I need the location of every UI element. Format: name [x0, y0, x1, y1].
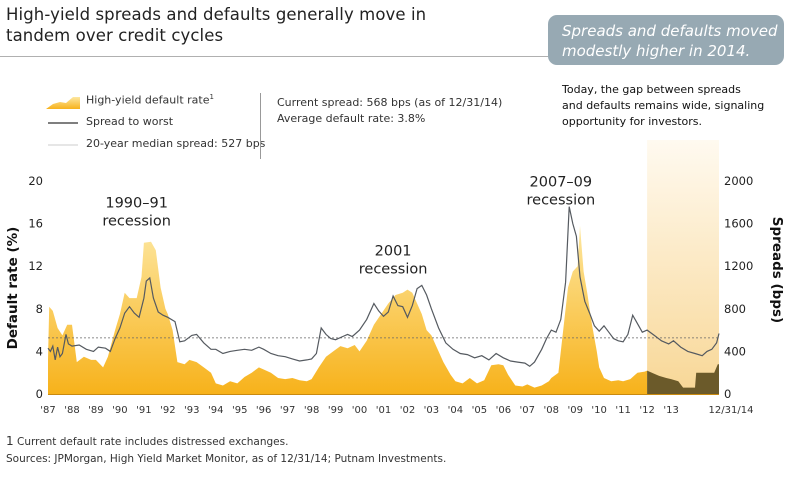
- x-tick-label: '03: [424, 405, 439, 416]
- footnote-text: Current default rate includes distressed…: [16, 436, 289, 448]
- sources-text: Sources: JPMorgan, High Yield Market Mon…: [6, 453, 447, 465]
- callout-headline-line-2: modestly higher in 2014.: [562, 42, 751, 60]
- average-default-text: Average default rate: 3.8%: [277, 112, 426, 125]
- y-left-tick-label: 20: [28, 174, 43, 188]
- x-tick-label: '11: [615, 405, 630, 416]
- recession-annotation: 2001 recession: [359, 244, 428, 278]
- x-tick-label: '06: [496, 405, 511, 416]
- x-tick-label: '09: [567, 405, 582, 416]
- callout-note: Today, the gap between spreads and defau…: [562, 82, 792, 130]
- median-line-swatch-icon: [48, 144, 78, 146]
- y-left-tick-label: 4: [36, 344, 43, 358]
- x-tick-label: '93: [184, 405, 199, 416]
- footnote-1: 1 Current default rate includes distress…: [6, 433, 446, 451]
- x-tick-label: '01: [376, 405, 391, 416]
- recession-word-label: recession: [527, 192, 596, 208]
- x-tick-label: '90: [112, 405, 127, 416]
- title-divider: [0, 56, 548, 57]
- x-tick-label: '96: [256, 405, 271, 416]
- callout-box: Spreads and defaults moved modestly high…: [548, 15, 784, 65]
- y-left-tick-label: 8: [36, 302, 43, 316]
- recession-years-label: 2001: [375, 244, 412, 260]
- y-left-tick-label: 0: [36, 387, 43, 401]
- recession-years-label: 1990–91: [105, 196, 168, 212]
- chart-title-line-1: High-yield spreads and defaults generall…: [6, 5, 427, 24]
- recession-annotations: 1990–91 recession 2001 recession 2007–09 rece…: [102, 174, 595, 277]
- x-tick-label: '98: [304, 405, 319, 416]
- legend-spread-label: Spread to worst: [86, 115, 174, 128]
- x-tick-label: '92: [160, 405, 175, 416]
- x-tick-label: '04: [448, 405, 463, 416]
- x-tick-label: '12: [639, 405, 654, 416]
- callout-note-line-3: opportunity for investors.: [562, 115, 703, 128]
- callout-note-line-1: Today, the gap between spreads: [562, 83, 741, 96]
- x-tick-label: '05: [472, 405, 487, 416]
- legend-median-label: 20-year median spread: 527 bps: [86, 137, 266, 150]
- x-tick-label: '13: [663, 405, 678, 416]
- y-left-tick-label: 16: [28, 217, 43, 231]
- legend-default-rate-label: High-yield default rate: [86, 93, 210, 107]
- chart-title-line-2: tandem over credit cycles: [6, 26, 224, 45]
- y-right-tick-label: 1600: [724, 217, 753, 231]
- callout-headline-line-1: Spreads and defaults moved: [562, 22, 778, 40]
- x-axis: '87 '88 '89 '90 '91 '92 '93 '94 '95 '96 '97 '98 '99 '…: [40, 405, 753, 416]
- y-axis-right: 0 400 800 1200 1600 2000: [724, 174, 753, 401]
- default-rate-area: [48, 225, 648, 394]
- spread-to-worst-line: [47, 206, 720, 368]
- x-tick-label: '97: [280, 405, 295, 416]
- x-tick-label: 12/31/14: [709, 405, 754, 416]
- x-tick-label: '08: [544, 405, 559, 416]
- callout-note-line-2: and defaults remains wide, signaling: [562, 99, 765, 112]
- footnotes: 1 Current default rate includes distress…: [6, 433, 446, 468]
- recession-word-label: recession: [359, 262, 428, 278]
- x-tick-label: '89: [88, 405, 103, 416]
- x-tick-label: '94: [208, 405, 223, 416]
- y-right-tick-label: 800: [724, 302, 746, 316]
- legend-footnote-marker: 1: [209, 93, 214, 101]
- x-tick-label: '07: [520, 405, 535, 416]
- chart-title: High-yield spreads and defaults generall…: [6, 4, 526, 46]
- legend-divider: [260, 93, 261, 159]
- x-tick-label: '95: [232, 405, 247, 416]
- recession-annotation: 2007–09 recession: [527, 174, 596, 208]
- x-tick-label: '02: [400, 405, 415, 416]
- y-axis-left-title: Default rate (%): [5, 227, 21, 350]
- current-spread-text: Current spread: 568 bps (as of 12/31/14): [277, 96, 503, 109]
- x-tick-label: '00: [352, 405, 367, 416]
- y-right-tick-label: 400: [724, 344, 746, 358]
- highlight-2012-2014-band: [647, 140, 719, 394]
- default-rate-swatch-icon: [46, 97, 80, 109]
- y-axis-left: 0 4 8 12 16 20: [28, 174, 43, 401]
- y-right-tick-label: 1200: [724, 259, 753, 273]
- stats-block: Current spread: 568 bps (as of 12/31/14)…: [277, 95, 502, 127]
- recession-word-label: recession: [102, 214, 171, 230]
- recession-annotation: 1990–91 recession: [102, 196, 171, 230]
- spread-line-swatch-icon: [48, 122, 78, 124]
- recession-years-label: 2007–09: [530, 174, 593, 190]
- y-right-tick-label: 0: [724, 387, 731, 401]
- footnote-number: 1: [6, 434, 14, 448]
- x-tick-label: '87: [40, 405, 55, 416]
- x-tick-label: '91: [136, 405, 151, 416]
- x-tick-label: '10: [591, 405, 606, 416]
- y-axis-right-title: Spreads (bps): [769, 217, 785, 323]
- x-tick-label: '88: [64, 405, 79, 416]
- default-rate-area-recent: [647, 364, 719, 394]
- y-left-tick-label: 12: [28, 259, 43, 273]
- x-tick-label: '99: [328, 405, 343, 416]
- y-right-tick-label: 2000: [724, 174, 753, 188]
